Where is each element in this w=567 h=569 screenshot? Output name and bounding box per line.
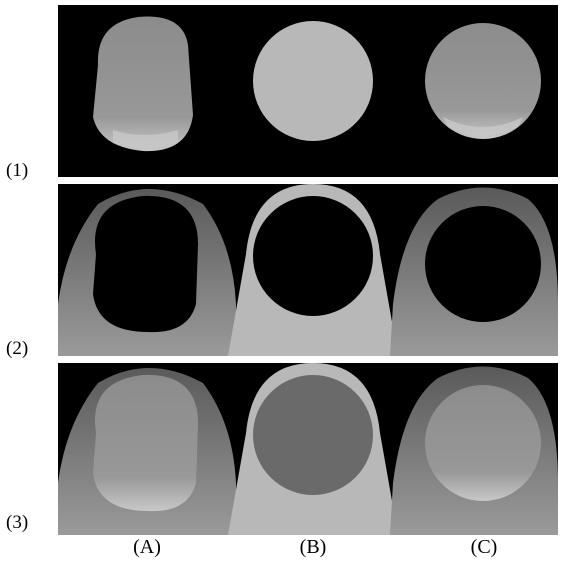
nail-hole-c — [425, 206, 541, 322]
template-fill-b3 — [253, 375, 373, 495]
col-label-c: (C) — [470, 536, 498, 558]
panel-row-1 — [58, 5, 558, 177]
col-label-a: (A) — [133, 536, 161, 558]
panel-row-3 — [58, 363, 558, 535]
template-circle — [253, 21, 373, 141]
panel-row-2 — [58, 184, 558, 356]
nail-hole-a — [93, 195, 198, 333]
row-label-3: (3) — [6, 512, 29, 533]
nail-full-c — [425, 385, 541, 501]
row-3-figure — [58, 363, 558, 535]
row-label-1: (1) — [6, 160, 29, 181]
row-2-figure — [58, 184, 558, 356]
col-label-b: (B) — [299, 536, 327, 558]
nail-circle-c — [425, 23, 541, 139]
template-hole-b — [253, 196, 373, 316]
row-label-2: (2) — [6, 338, 29, 359]
nail-segment-a — [93, 16, 193, 152]
nail-full-a — [93, 374, 198, 512]
row-1-figure — [93, 16, 541, 152]
